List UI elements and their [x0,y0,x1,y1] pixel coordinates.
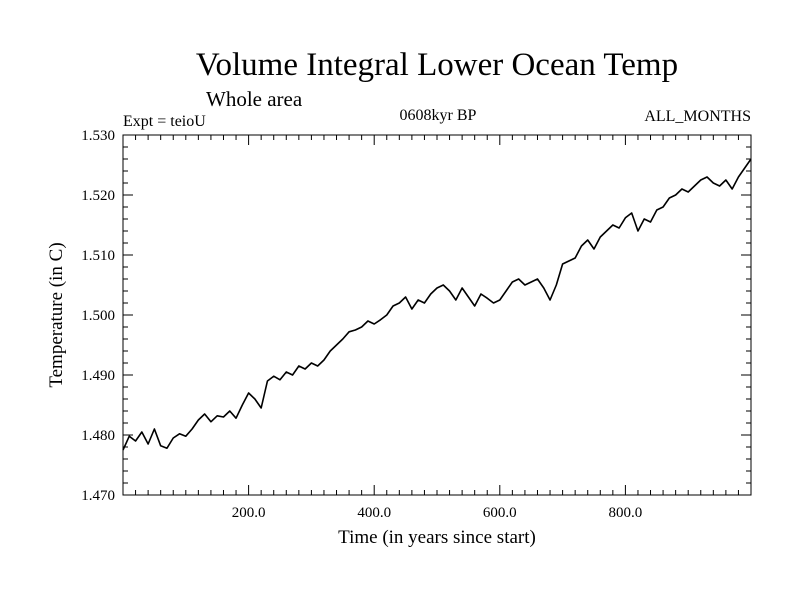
x-axis-title: Time (in years since start) [338,527,536,548]
experiment-label: Expt = teioU [123,113,206,130]
temperature-series-line [122,158,752,451]
y-tick-label: 1.480 [81,428,115,444]
period-label: 0608kyr BP [400,107,477,124]
x-tick-label: 800.0 [609,505,643,521]
y-tick-label: 1.470 [81,488,115,504]
plot-frame [122,134,752,496]
y-tick-label: 1.510 [81,248,115,264]
y-tick-label: 1.500 [81,308,115,324]
months-label: ALL_MONTHS [644,108,751,125]
y-axis-title: Temperature (in C) [46,242,67,387]
y-tick-label: 1.490 [81,368,115,384]
y-tick-label: 1.530 [81,128,115,144]
chart-title: Volume Integral Lower Ocean Temp [196,47,678,83]
chart-subtitle: Whole area [206,87,303,111]
x-tick-label: 200.0 [232,505,266,521]
x-tick-label: 400.0 [357,505,391,521]
y-axis-ticks: 1.470 1.480 1.490 1.500 1.510 1.520 1.530 [81,128,751,504]
y-tick-label: 1.520 [81,188,115,204]
x-axis-ticks: 200.0 400.0 600.0 800.0 [135,135,739,521]
x-tick-label: 600.0 [483,505,517,521]
